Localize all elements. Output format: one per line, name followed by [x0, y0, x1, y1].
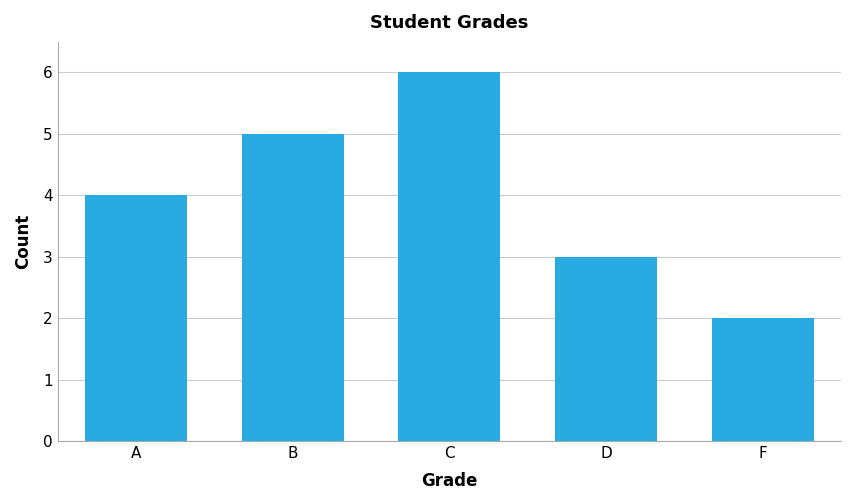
X-axis label: Grade: Grade: [422, 472, 478, 490]
Bar: [85, 196, 187, 441]
Title: Student Grades: Student Grades: [370, 14, 528, 32]
Bar: [555, 257, 657, 441]
Bar: [242, 134, 344, 441]
Y-axis label: Count: Count: [14, 214, 32, 269]
Bar: [712, 318, 814, 441]
Bar: [398, 73, 500, 441]
